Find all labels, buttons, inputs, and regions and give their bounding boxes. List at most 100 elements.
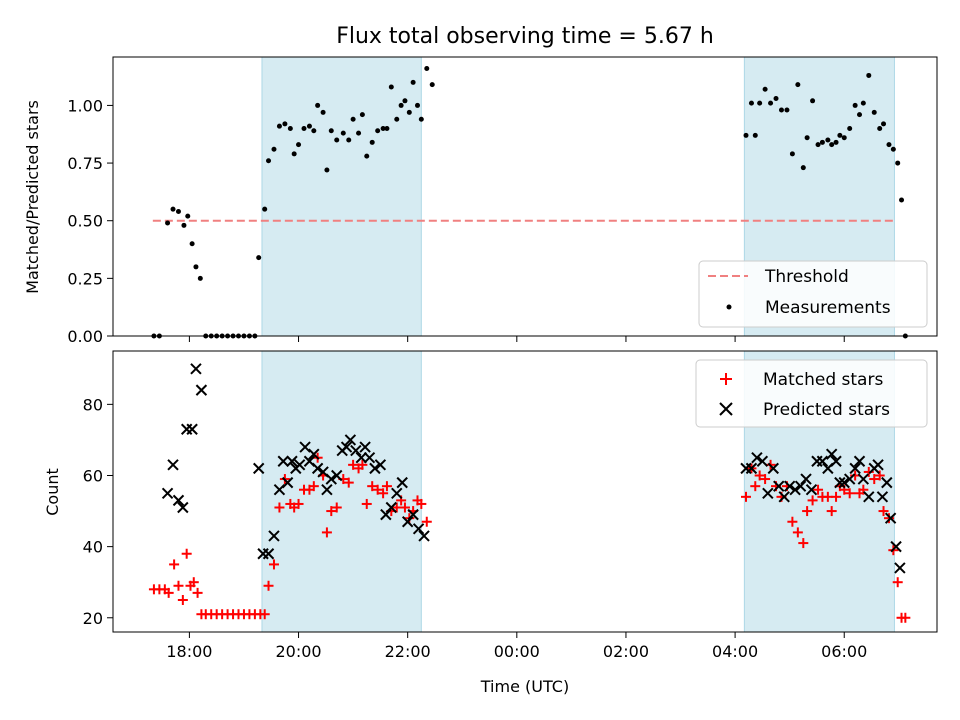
- bottom-panel: 20 40 60 80 18:00 20:00 22:00 00:00 02:00 04:00 06…: [83, 350, 938, 661]
- measurement-point: [175, 208, 181, 214]
- measurement-point: [418, 116, 424, 122]
- matched-star-point: [181, 548, 192, 559]
- predicted-star-point: [843, 473, 856, 485]
- predicted-star-point: [872, 459, 884, 471]
- matched-star-point: [802, 506, 813, 517]
- matched-star-point: [421, 516, 432, 527]
- top-y-tick-label: 0.75: [67, 154, 103, 173]
- matched-star-point: [263, 580, 274, 591]
- matched-star-point: [381, 481, 392, 492]
- measurements-legend-label: Measurements: [765, 298, 891, 318]
- matched-star-point: [163, 587, 174, 598]
- predicted-star-point: [340, 441, 353, 453]
- predicted-star-point: [325, 473, 337, 485]
- measurement-point: [748, 100, 754, 106]
- matched-star-point: [357, 459, 368, 470]
- predicted-star-point: [773, 480, 785, 492]
- matched-star-point: [787, 516, 798, 527]
- measurement-point: [833, 139, 839, 145]
- measurement-point: [181, 222, 187, 228]
- predicted-star-point: [834, 476, 846, 489]
- predicted-star-point: [745, 462, 758, 475]
- top-legend-box: [698, 260, 928, 328]
- matched-star-point: [874, 470, 885, 481]
- measurement-point: [311, 128, 317, 134]
- predicted-star-point: [321, 484, 333, 496]
- predicted-star-point: [281, 476, 294, 489]
- matched-star-point: [343, 477, 354, 488]
- measurement-point: [752, 132, 758, 138]
- measurement-point: [315, 102, 321, 108]
- predicted-star-point: [355, 452, 367, 464]
- matched-star-point: [741, 491, 752, 502]
- measurement-point: [414, 102, 420, 108]
- matched-star-point: [372, 484, 383, 495]
- measurement-point: [784, 107, 790, 113]
- measurement-point: [380, 125, 386, 131]
- measurement-point: [886, 142, 892, 148]
- predicted-star-point: [391, 487, 403, 499]
- measurement-point: [287, 125, 293, 131]
- x-tick-label: 20:00: [275, 642, 321, 661]
- predicted-star-point: [857, 473, 870, 485]
- predicted-star-point: [783, 480, 796, 492]
- predicted-star-point: [863, 491, 875, 503]
- top-plot-frame: [112, 56, 938, 337]
- measurement-point: [340, 130, 346, 136]
- measurement-point: [800, 165, 806, 171]
- measurements-legend-marker: [726, 304, 732, 310]
- predicted-star-point: [186, 423, 198, 435]
- predicted-star-point: [344, 434, 357, 446]
- matched-star-point: [177, 594, 188, 605]
- matched-star-point: [331, 502, 342, 513]
- measurement-point: [165, 220, 171, 226]
- measurement-point: [857, 112, 863, 118]
- predicted-star-point: [876, 491, 889, 503]
- predicted-star-point: [177, 501, 189, 514]
- predicted-star-point: [161, 487, 174, 499]
- top-y-tick-label: 0.25: [67, 269, 103, 288]
- measurement-point: [256, 255, 262, 261]
- measurement-point: [356, 130, 362, 136]
- measurement-point: [789, 151, 795, 157]
- predicted-star-point: [190, 363, 202, 375]
- bottom-y-tick-label: 60: [83, 466, 103, 485]
- measurement-point: [346, 137, 352, 143]
- predicted-star-point: [262, 548, 275, 560]
- predicted-star-point: [825, 448, 838, 460]
- matched-star-point: [760, 474, 771, 485]
- measurement-point: [852, 102, 858, 108]
- predicted-star-point: [374, 459, 387, 471]
- matched-star-point: [878, 506, 889, 517]
- predicted-star-point: [418, 530, 430, 542]
- bottom-legend: Matched stars Predicted stars: [695, 359, 928, 428]
- matched-star-point: [321, 527, 332, 538]
- matched-star-point: [892, 577, 903, 588]
- bottom-legend-box: [695, 359, 928, 428]
- predicted-star-point: [778, 491, 790, 503]
- bottom-y-axis-label: Count: [43, 468, 62, 516]
- predicted-star-point: [359, 441, 371, 453]
- predicted-star-point: [816, 455, 829, 467]
- measurement-point: [837, 132, 843, 138]
- predicted-stars-legend-label: Predicted stars: [763, 400, 890, 420]
- measurement-point: [429, 82, 435, 88]
- measurement-point: [895, 160, 901, 166]
- predicted-star-point: [195, 384, 208, 396]
- predicted-star-point: [412, 523, 425, 535]
- predicted-star-point: [849, 462, 861, 475]
- predicted-star-point: [838, 476, 850, 489]
- predicted-star-point: [308, 448, 320, 460]
- top-y-tick-label: 0.00: [67, 327, 103, 346]
- matched-star-point: [259, 609, 270, 620]
- top-shaded-interval: [261, 56, 422, 337]
- matched-star-point: [378, 488, 389, 499]
- measurement-point: [795, 82, 801, 88]
- predicted-star-point: [884, 512, 897, 524]
- measurement-point: [406, 109, 412, 115]
- matched-star-point: [813, 484, 824, 495]
- measurement-point: [860, 100, 866, 106]
- measurement-point: [388, 84, 394, 90]
- predicted-star-point: [407, 508, 419, 521]
- predicted-star-point: [751, 452, 763, 464]
